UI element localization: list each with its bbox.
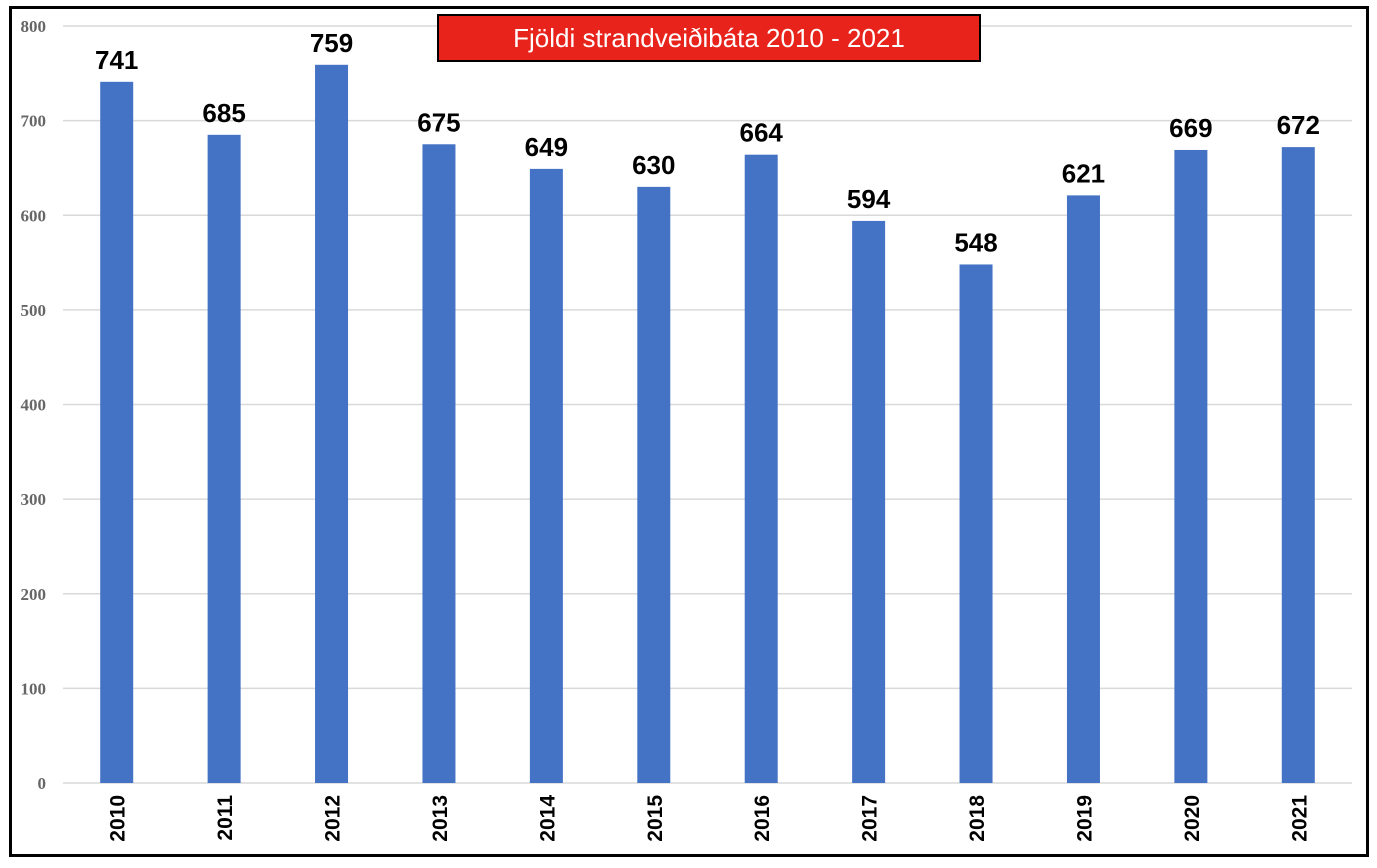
bar-2010	[100, 81, 134, 784]
x-tick-label: 2016	[751, 795, 774, 842]
data-label: 630	[632, 150, 675, 180]
data-label: 672	[1277, 110, 1320, 140]
x-tick-label: 2011	[214, 795, 237, 841]
data-label: 621	[1062, 158, 1105, 188]
y-tick-label: 0	[38, 774, 47, 793]
bar-2016	[744, 154, 778, 783]
y-tick-label: 200	[21, 585, 47, 604]
bar-2014	[529, 168, 563, 784]
x-tick-label: 2010	[107, 795, 130, 842]
data-label: 664	[740, 118, 784, 148]
y-tick-label: 300	[21, 490, 47, 509]
data-label: 669	[1169, 113, 1212, 143]
data-label: 741	[95, 45, 138, 75]
chart-title: Fjöldi strandveiðibáta 2010 - 2021	[437, 14, 981, 62]
bar-2019	[1066, 195, 1100, 783]
x-tick-label: 2012	[322, 795, 345, 842]
y-tick-label: 600	[21, 206, 47, 225]
x-tick-label: 2014	[536, 795, 559, 842]
y-tick-label: 400	[21, 396, 47, 415]
bar-2020	[1174, 149, 1208, 784]
x-tick-label: 2015	[644, 795, 667, 842]
chart-frame	[9, 6, 1369, 857]
bar-2013	[422, 144, 456, 783]
y-tick-label: 700	[21, 112, 47, 131]
x-tick-label: 2018	[966, 795, 989, 842]
data-label: 759	[310, 28, 353, 58]
y-tick-label: 500	[21, 301, 47, 320]
bar-2018	[959, 264, 993, 784]
x-tick-label: 2020	[1181, 795, 1204, 842]
x-tick-label: 2017	[859, 795, 882, 842]
data-label: 685	[202, 98, 245, 128]
data-label: 594	[847, 184, 891, 214]
bar-2012	[315, 64, 349, 783]
bar-2015	[637, 186, 671, 784]
data-label: 675	[417, 107, 460, 137]
y-tick-label: 800	[21, 17, 47, 36]
bar-2011	[207, 134, 241, 784]
x-tick-label: 2013	[429, 795, 452, 842]
bar-2017	[852, 220, 886, 784]
x-tick-label: 2021	[1288, 795, 1311, 842]
y-tick-label: 100	[21, 679, 47, 698]
x-tick-label: 2019	[1073, 795, 1096, 842]
data-label: 649	[525, 132, 568, 162]
bar-2021	[1281, 147, 1315, 783]
data-label: 548	[954, 227, 997, 257]
